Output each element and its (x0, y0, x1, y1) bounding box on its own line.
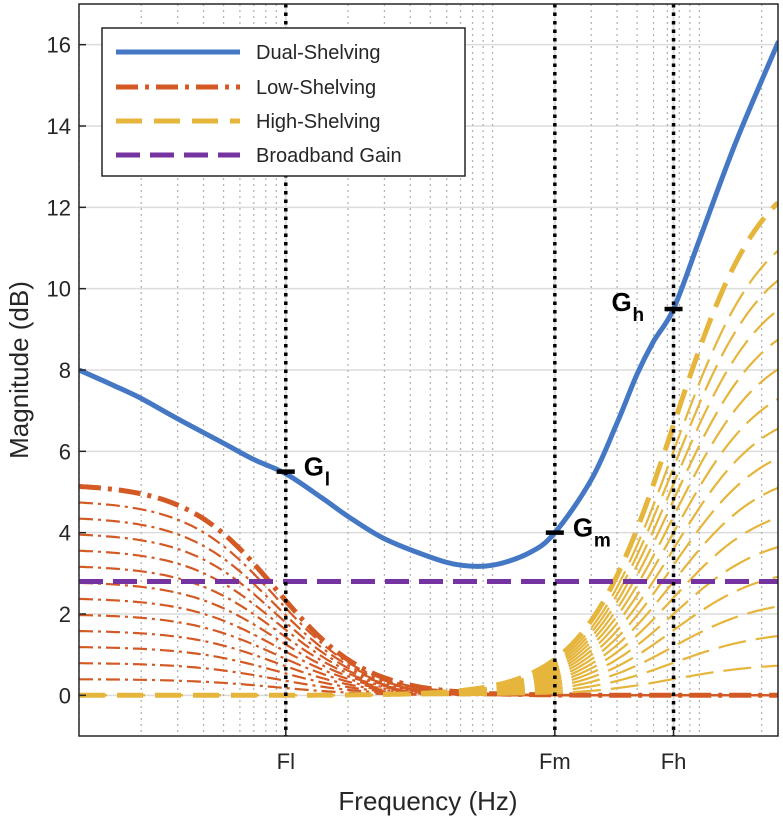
legend-label-broadband-gain: Broadband Gain (256, 145, 402, 167)
y-tick-label: 0 (59, 683, 71, 708)
gain-annotation-subscript: h (633, 305, 645, 326)
gain-annotation: G (612, 287, 632, 317)
x-tick-label: Fh (661, 749, 687, 774)
y-tick-label: 14 (47, 114, 71, 139)
legend: Dual-Shelving Low-Shelving High-Shelving… (101, 27, 466, 177)
y-axis-label: Magnitude (dB) (4, 281, 34, 459)
high-shelving-curve (79, 200, 778, 698)
x-axis-label: Frequency (Hz) (338, 786, 517, 816)
y-tick-label: 2 (59, 602, 71, 627)
y-tick-label: 4 (59, 521, 71, 546)
x-tick-label: Fl (277, 749, 295, 774)
gain-annotation: G (304, 452, 324, 482)
gain-annotation-subscript: m (594, 531, 611, 552)
y-tick-label: 16 (47, 33, 71, 58)
gain-annotation-subscript: l (325, 470, 330, 491)
y-tick-label: 8 (59, 358, 71, 383)
legend-label-high-shelving: High-Shelving (256, 111, 381, 133)
low-shelving-curve (79, 483, 778, 698)
legend-label-dual-shelving: Dual-Shelving (256, 42, 381, 64)
y-tick-label: 10 (47, 277, 71, 302)
legend-label-low-shelving: Low-Shelving (256, 77, 376, 99)
y-tick-label: 6 (59, 439, 71, 464)
y-tick-label: 12 (47, 195, 71, 220)
gain-annotation: G (573, 513, 593, 543)
x-tick-label: Fm (539, 749, 571, 774)
low-shelving-family-curve (79, 678, 778, 697)
tick-labels: 0 2 4 6 8 10 12 14 16 Fl Fm Fh (47, 33, 687, 774)
